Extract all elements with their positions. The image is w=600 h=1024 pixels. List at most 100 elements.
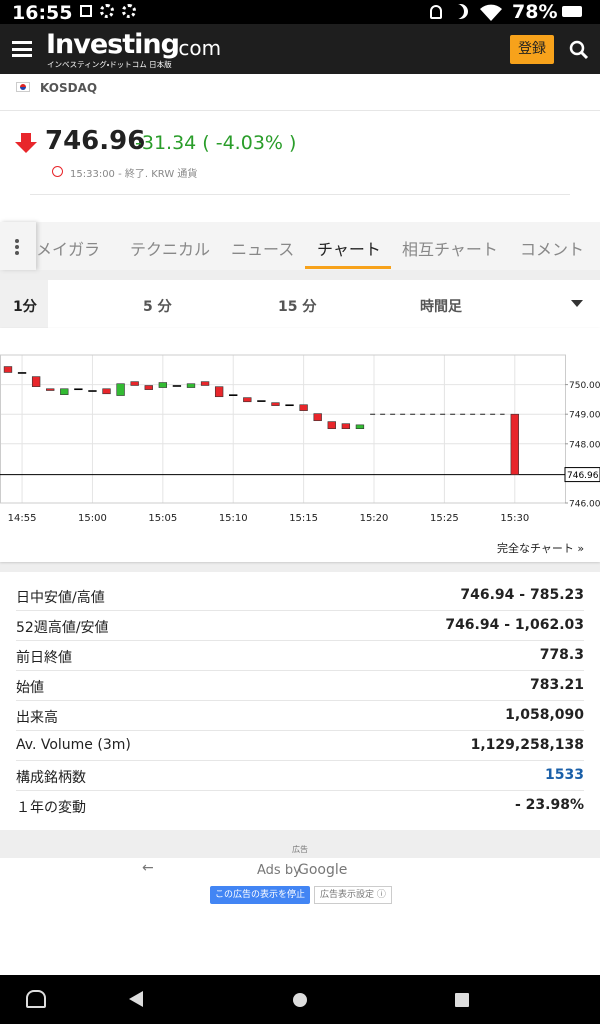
register-button[interactable]: 登録 bbox=[510, 35, 554, 64]
mute-icon bbox=[430, 5, 442, 19]
stat-value: 746.94 - 785.23 bbox=[460, 587, 584, 603]
stat-label: 構成銘柄数 bbox=[16, 770, 86, 786]
row-divider bbox=[16, 610, 584, 611]
candle bbox=[327, 421, 336, 430]
candle bbox=[229, 394, 238, 396]
x-tick-label: 15:00 bbox=[78, 513, 107, 524]
candle bbox=[88, 390, 97, 392]
candle bbox=[285, 404, 294, 407]
home-app-button[interactable] bbox=[26, 990, 46, 1008]
candle bbox=[341, 423, 351, 430]
tab-bar bbox=[0, 222, 600, 270]
candle bbox=[510, 413, 519, 475]
x-tick-label: 15:25 bbox=[430, 513, 459, 524]
battery-level: 78% bbox=[512, 1, 558, 23]
row-divider bbox=[16, 640, 584, 641]
candle bbox=[130, 381, 139, 386]
y-tick-label: 750.00 bbox=[569, 381, 600, 391]
stat-row: 構成銘柄数 1533 bbox=[0, 761, 600, 791]
candle bbox=[116, 383, 125, 396]
timeframe[interactable]: 15 分 bbox=[278, 299, 317, 315]
chart-panel bbox=[0, 328, 600, 562]
candle bbox=[313, 413, 322, 422]
more-button[interactable] bbox=[0, 222, 36, 270]
price: 746.96 bbox=[45, 126, 146, 156]
candle bbox=[172, 385, 182, 387]
recents-button[interactable] bbox=[455, 993, 469, 1007]
logo-suffix: .com bbox=[172, 36, 222, 60]
x-tick-label: 15:20 bbox=[360, 513, 389, 524]
home-button[interactable] bbox=[293, 993, 307, 1007]
candle bbox=[17, 372, 27, 374]
candle bbox=[186, 383, 196, 388]
stat-value[interactable]: 1533 bbox=[545, 767, 584, 783]
stat-row: 始値 783.21 bbox=[0, 671, 600, 701]
ad-settings-button[interactable]: 広告表示設定 ⓘ bbox=[314, 886, 392, 904]
stat-label: 52週高値/安値 bbox=[16, 620, 109, 636]
row-divider bbox=[16, 700, 584, 701]
stat-label: １年の変動 bbox=[16, 800, 86, 816]
timeframe[interactable]: 時間足 bbox=[420, 299, 462, 315]
tab[interactable]: 相互チャート bbox=[402, 240, 498, 259]
stats-panel: 日中安値/高値 746.94 - 785.23 52週高値/安値 746.94 - 1… bbox=[0, 572, 600, 830]
price-change: -31.34 ( -4.03% ) bbox=[135, 132, 297, 154]
search-button[interactable] bbox=[569, 40, 589, 60]
x-tick-label: 15:05 bbox=[148, 513, 177, 524]
ads-by: Ads by bbox=[257, 863, 301, 878]
y-tick-label: 748.00 bbox=[569, 440, 600, 450]
tab-active[interactable]: チャート bbox=[317, 240, 381, 259]
candle bbox=[158, 382, 168, 388]
stat-value: 1,058,090 bbox=[505, 707, 584, 723]
logo: Investing bbox=[46, 29, 180, 60]
stat-label: 出来高 bbox=[16, 710, 58, 726]
tab[interactable]: ニュース bbox=[231, 240, 295, 259]
candle bbox=[46, 388, 55, 391]
candle bbox=[200, 381, 210, 386]
battery-icon bbox=[562, 6, 582, 17]
timeframe-bar bbox=[0, 280, 600, 328]
ad-back[interactable]: ← bbox=[142, 860, 154, 876]
stat-row: 52週高値/安値 746.94 - 1,062.03 bbox=[0, 611, 600, 641]
last-price-label: 746.96 bbox=[567, 471, 599, 481]
x-tick-label: 14:55 bbox=[8, 513, 37, 524]
row-divider bbox=[16, 670, 584, 671]
candle bbox=[299, 404, 308, 411]
stat-value: 778.3 bbox=[539, 647, 584, 663]
tab[interactable]: メイガラ bbox=[36, 240, 101, 259]
instrument-name: KOSDAQ bbox=[40, 81, 98, 95]
stat-label: 前日終値 bbox=[16, 650, 72, 666]
stat-row: 日中安値/高値 746.94 - 785.23 bbox=[0, 581, 600, 611]
tab[interactable]: テクニカル bbox=[130, 240, 211, 259]
y-tick-label: 746.00 bbox=[569, 500, 600, 510]
nav-bar bbox=[0, 975, 600, 1024]
back-button[interactable] bbox=[128, 991, 144, 1007]
down-arrow bbox=[15, 133, 37, 153]
candle bbox=[102, 388, 111, 395]
menu-button[interactable] bbox=[12, 41, 32, 57]
candle bbox=[74, 388, 83, 391]
stat-row: １年の変動 - 23.98% bbox=[0, 791, 600, 821]
candle bbox=[214, 386, 224, 398]
tab[interactable]: コメント bbox=[520, 240, 585, 259]
time-note: 15:33:00 - 終了. KRW 通貨 bbox=[70, 169, 198, 180]
ad-area: ← Ads by Google この広告の表示を停止 広告表示設定 ⓘ bbox=[0, 858, 600, 975]
google: Google bbox=[298, 862, 348, 878]
timeframe[interactable]: 5 分 bbox=[143, 299, 172, 315]
clock-icon bbox=[52, 166, 63, 177]
full-chart-link[interactable]: 完全なチャート » bbox=[497, 542, 585, 555]
stat-row: Av. Volume (3m) 1,129,258,138 bbox=[0, 731, 600, 761]
x-tick-label: 15:15 bbox=[289, 513, 318, 524]
stat-value: - 23.98% bbox=[515, 797, 584, 813]
stop-ad-button[interactable]: この広告の表示を停止 bbox=[210, 886, 311, 904]
stat-row: 出来高 1,058,090 bbox=[0, 701, 600, 731]
x-tick-label: 15:10 bbox=[219, 513, 248, 524]
wifi-icon bbox=[480, 4, 502, 21]
candle bbox=[243, 397, 252, 403]
dropdown-arrow[interactable] bbox=[571, 300, 583, 308]
stat-row: 前日終値 778.3 bbox=[0, 641, 600, 671]
candle bbox=[60, 388, 69, 395]
ad-label: 広告 bbox=[0, 830, 600, 860]
candle bbox=[31, 376, 41, 387]
status-bar: 16:55 78% bbox=[0, 0, 600, 24]
timeframe[interactable]: 1分 bbox=[13, 299, 37, 315]
